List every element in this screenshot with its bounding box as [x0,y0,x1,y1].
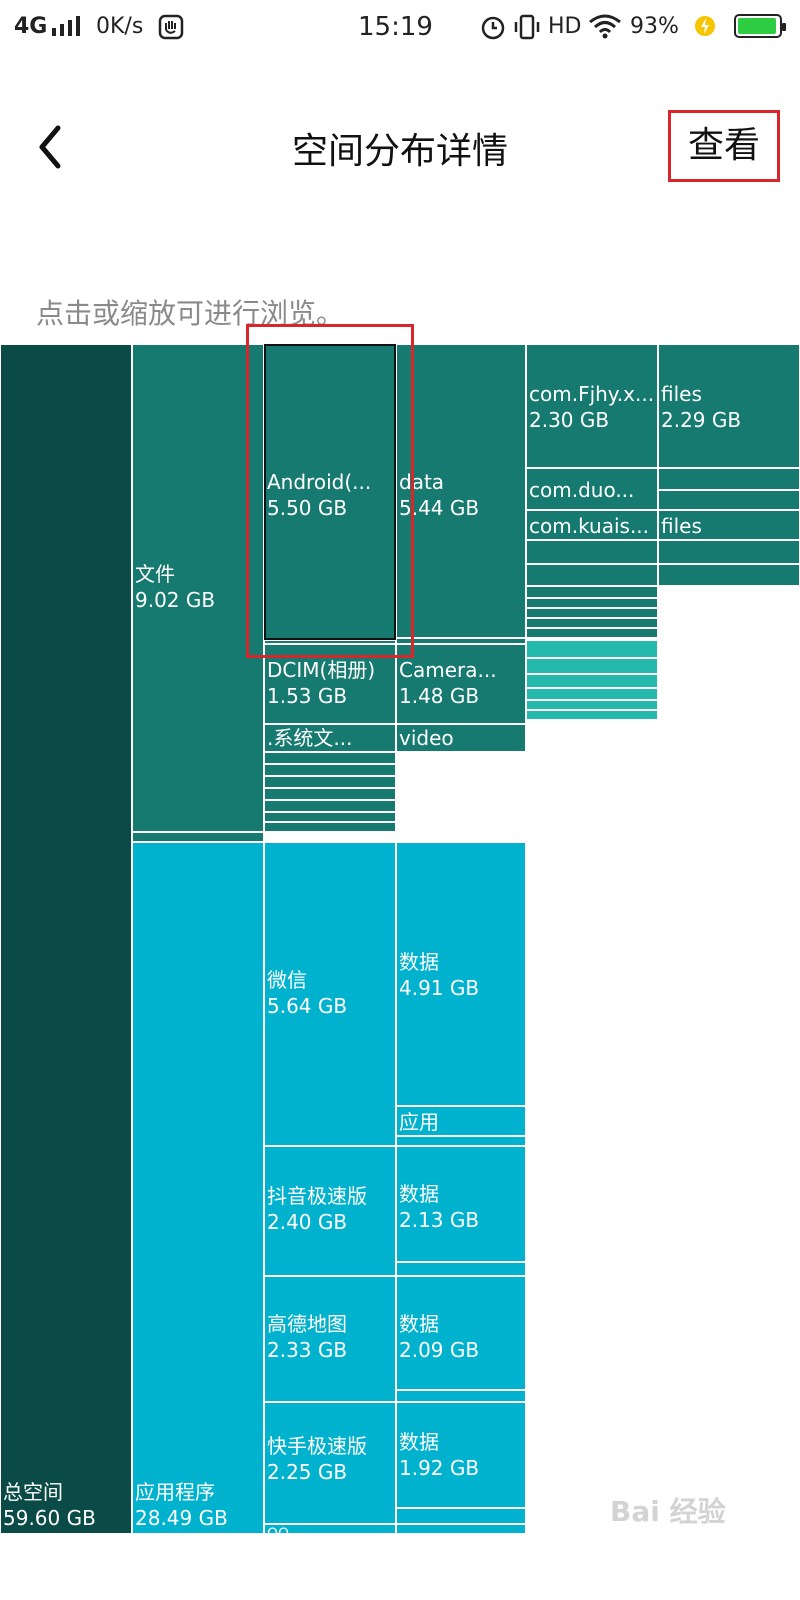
vibrate-icon [514,14,540,40]
network-speed: 0K/s [96,14,144,39]
node-name: 数据 [399,950,439,974]
treemap-node-apps[interactable]: 应用程序 28.49 GB [132,842,264,1534]
node-name: files [661,382,702,406]
treemap-node-duo[interactable]: com.duo... [526,468,658,510]
treemap-node-files[interactable]: 文件 9.02 GB [132,344,264,832]
treemap-node-small[interactable] [526,540,658,564]
treemap-node-small-group[interactable] [526,564,658,638]
signal-icon [52,16,80,36]
treemap-node-kuaishou[interactable]: 快手极速版 2.25 GB [264,1402,396,1524]
node-size: 2.33 GB [267,1338,348,1362]
battery-percent: 93% [630,14,679,39]
treemap-node-qq[interactable]: QQ [264,1524,396,1534]
node-name: 数据 [399,1182,439,1206]
hint-text: 点击或缩放可进行浏览。 [36,297,345,330]
hd-indicator: HD [548,14,582,39]
node-size: 2.25 GB [267,1460,348,1484]
node-name: Android(... [267,470,372,494]
treemap-node-camera[interactable]: Camera... 1.48 GB [396,644,526,724]
hand-icon [158,14,184,40]
status-bar: 4G 0K/s 15:19 HD 93% [0,0,800,56]
node-size: 2.13 GB [399,1208,480,1232]
treemap-node-small[interactable] [658,540,800,564]
treemap-node-small-group[interactable] [264,752,396,832]
node-name: 数据 [399,1312,439,1336]
treemap-node-video[interactable]: video [396,724,526,752]
treemap-node-small[interactable] [396,1508,526,1524]
node-name: 抖音极速版 [267,1184,367,1208]
treemap-node-small[interactable] [396,1390,526,1402]
node-name: 应用程序 [135,1480,215,1504]
view-button[interactable]: 查看 [668,110,780,182]
node-size: 1.48 GB [399,684,480,708]
battery-icon [734,14,786,38]
treemap-node-small[interactable] [132,832,264,842]
node-size: 2.29 GB [661,408,742,432]
node-name: DCIM(相册) [267,658,376,682]
watermark: Bai 经验 [610,1495,726,1528]
treemap-node-douyin[interactable]: 抖音极速版 2.40 GB [264,1146,396,1276]
node-size: 28.49 GB [135,1506,228,1530]
treemap-node-small[interactable] [396,1136,526,1146]
treemap-node-camera-children[interactable] [526,640,658,720]
treemap-node-small[interactable] [396,638,526,644]
treemap-node-sysfile[interactable]: .系统文... [264,724,396,752]
node-size: 1.92 GB [399,1456,480,1480]
treemap-node-total[interactable]: 总空间 59.60 GB [0,344,132,1534]
treemap-node-kuaishou-data[interactable]: 数据 1.92 GB [396,1402,526,1508]
node-size: 59.60 GB [3,1506,96,1530]
treemap-node-wechat-data[interactable]: 数据 4.91 GB [396,842,526,1106]
node-size: 5.44 GB [399,496,480,520]
treemap-node-small-group[interactable] [658,468,800,510]
node-name: 快手极速版 [267,1434,367,1458]
node-name: Camera... [399,658,497,682]
treemap-node-kuais-files[interactable]: files [658,510,800,540]
node-size: 4.91 GB [399,976,480,1000]
treemap-node-small[interactable] [396,1262,526,1276]
node-name: 文件 [135,562,175,586]
treemap-node-fjhy-files[interactable]: files 2.29 GB [658,344,800,468]
charging-icon [695,16,715,36]
chevron-left-icon[interactable] [30,122,70,172]
node-name: 高德地图 [267,1312,347,1336]
treemap-node-fjhy[interactable]: com.Fjhy.x... 2.30 GB [526,344,658,468]
selected-node-outline [264,344,396,640]
node-name: com.Fjhy.x... [529,382,655,406]
node-name: 数据 [399,1430,439,1454]
treemap-node-dcim[interactable]: DCIM(相册) 1.53 GB [264,644,396,724]
treemap-node-wechat[interactable]: 微信 5.64 GB [264,842,396,1146]
node-name: data [399,470,445,494]
node-name: 总空间 [3,1480,63,1504]
page-title: 空间分布详情 [291,131,508,172]
network-type: 4G [14,14,48,39]
treemap-node-gaode-data[interactable]: 数据 2.09 GB [396,1276,526,1390]
node-name: 微信 [267,968,307,992]
treemap-node-wechat-app[interactable]: 应用 [396,1106,526,1136]
alarm-icon [481,16,505,40]
treemap-node-douyin-data[interactable]: 数据 2.13 GB [396,1146,526,1262]
node-size: 2.40 GB [267,1210,348,1234]
node-size: 5.50 GB [267,496,348,520]
node-size: 2.30 GB [529,408,610,432]
treemap-node-small[interactable] [264,640,396,644]
treemap-node-kuais[interactable]: com.kuais... [526,510,658,540]
treemap-node-gaode[interactable]: 高德地图 2.33 GB [264,1276,396,1402]
node-size: 5.64 GB [267,994,348,1018]
node-size: 9.02 GB [135,588,216,612]
treemap-node-small[interactable] [396,1524,526,1534]
treemap-node-data[interactable]: data 5.44 GB [396,344,526,638]
clock: 15:19 [358,12,433,42]
node-size: 1.53 GB [267,684,348,708]
wifi-icon [589,14,621,39]
node-size: 2.09 GB [399,1338,480,1362]
treemap-node-small[interactable] [658,564,800,586]
